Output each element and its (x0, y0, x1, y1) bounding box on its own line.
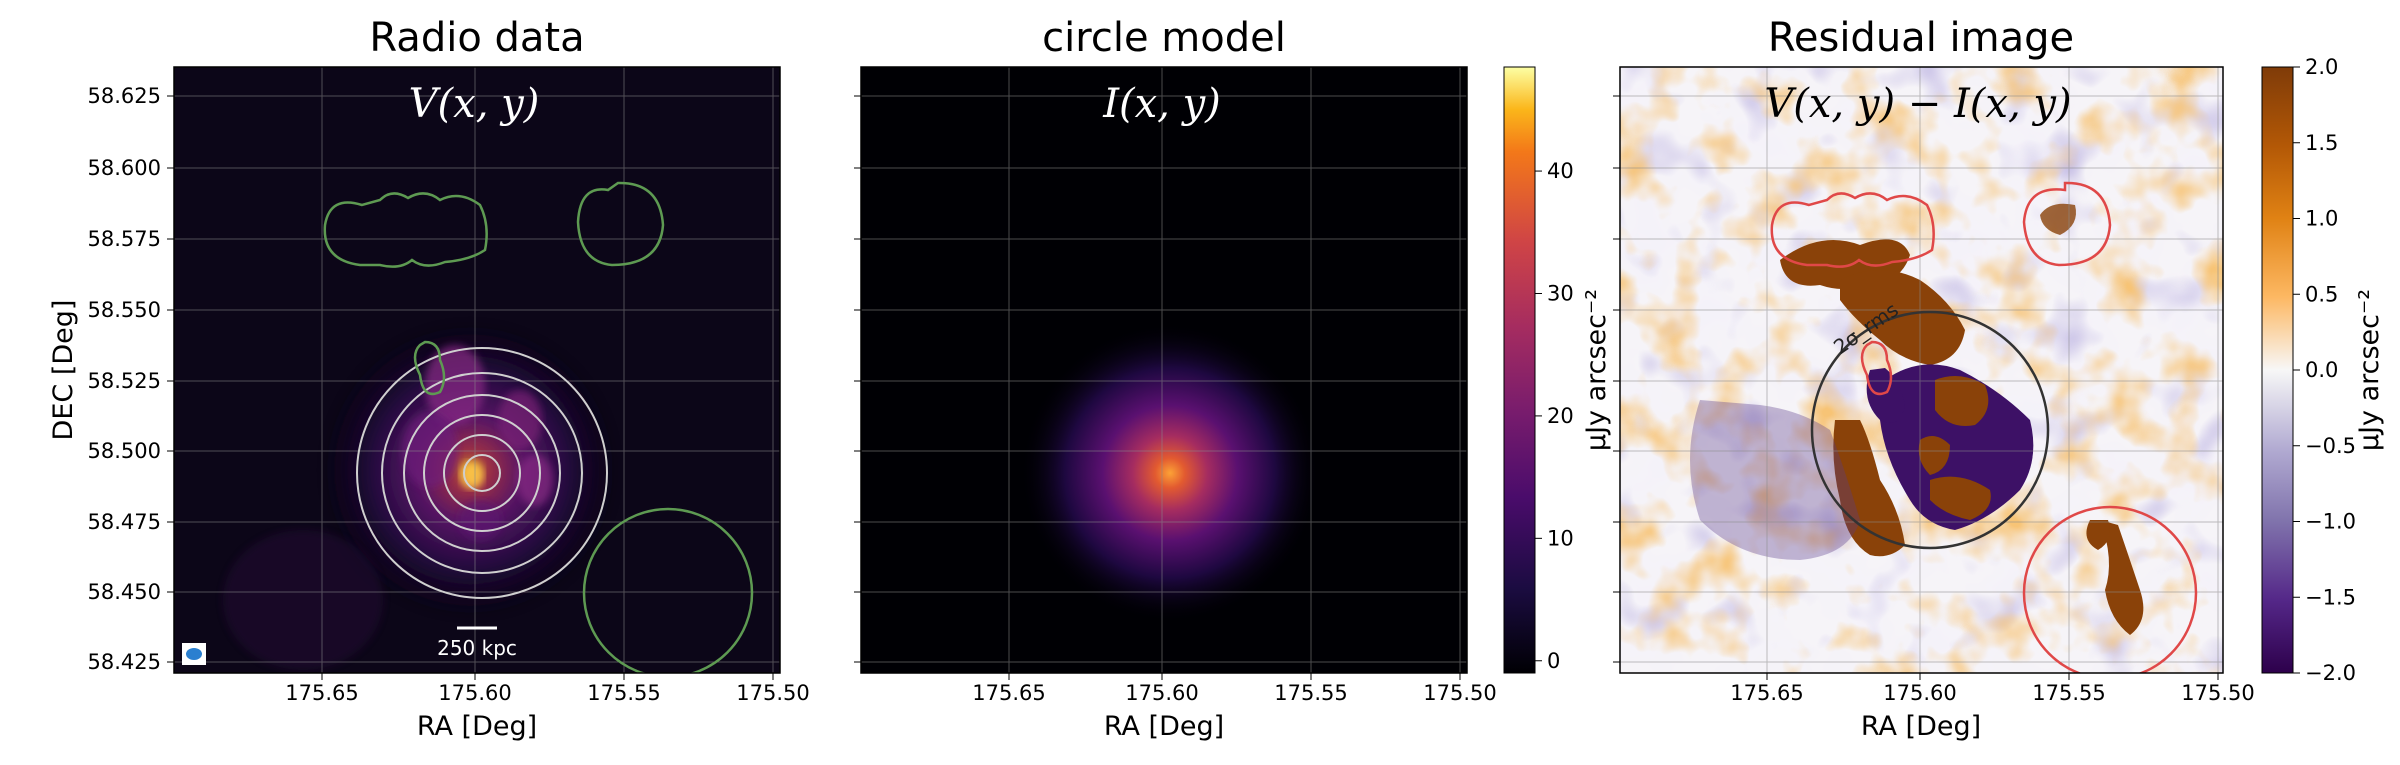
panel1-grid (174, 67, 780, 673)
svg-text:250 kpc: 250 kpc (437, 636, 517, 660)
colorbar-tick-label: 20 (1547, 404, 1574, 428)
colorbar-tick-label: −0.5 (2305, 434, 2356, 458)
panel1-image (174, 67, 780, 673)
colorbar-residual: 2.0 1.5 1.0 0.5 0.0 −0.5 −1.0 −1.5 −2.0 μJy arcs… (2261, 55, 2385, 685)
colorbar-model-gradient (1503, 66, 1536, 674)
panel1-beam (182, 643, 206, 665)
panel3-image (1620, 67, 2223, 673)
panel2-frame (860, 66, 1468, 674)
panel3-title: Residual image (1768, 15, 2074, 61)
panel3-frame (1619, 66, 2224, 674)
colorbar-tick-label: −2.0 (2305, 661, 2356, 685)
colorbar-tick-label: −1.5 (2305, 585, 2356, 609)
panel1-mask-contours (323, 181, 754, 673)
colorbar-tick-label: 0 (1547, 649, 1560, 673)
panel1-frame (173, 66, 781, 674)
panel2-yticks-marks (854, 95, 861, 663)
ytick-label: 58.550 (88, 298, 161, 322)
colorbar-tick-label: 40 (1547, 159, 1574, 183)
panel1-xlabel: RA [Deg] (417, 711, 537, 742)
xtick-label: 175.65 (1730, 681, 1803, 705)
xtick-label: 175.55 (1274, 681, 1347, 705)
colorbar-residual-ticks: 2.0 1.5 1.0 0.5 0.0 −0.5 −1.0 −1.5 −2.0 (2293, 55, 2356, 685)
panel1-ylabel: DEC [Deg] (48, 300, 79, 441)
xtick-label: 175.50 (2181, 681, 2254, 705)
panel3-grid (1620, 67, 2223, 673)
panel3-2sigma-circle (1810, 310, 2050, 550)
panel1-model-circles (356, 347, 608, 599)
panel2-xticks: 175.65 175.60 175.55 175.50 (972, 673, 1497, 705)
panel1-annotation: V(x, y) (409, 81, 540, 127)
panel-radio-data: Radio data (48, 15, 810, 742)
xtick-label: 175.50 (1423, 681, 1496, 705)
ytick-label: 58.600 (88, 156, 161, 180)
colorbar-tick-label: 0.5 (2305, 282, 2338, 306)
colorbar-residual-label: μJy arcsec⁻² (2354, 289, 2385, 451)
panel1-xticks: 175.65 175.60 175.55 175.50 (285, 673, 810, 705)
panel2-annotation: I(x, y) (1102, 81, 1221, 127)
ytick-label: 58.500 (88, 439, 161, 463)
colorbar-tick-label: −1.0 (2305, 510, 2356, 534)
colorbar-model-ticks: 0 10 20 30 40 (1535, 159, 1574, 673)
xtick-label: 175.60 (1125, 681, 1198, 705)
ytick-label: 58.450 (88, 580, 161, 604)
panel1-yticks: 58.625 58.600 58.575 58.550 58.525 58.50… (88, 84, 174, 674)
panel2-xlabel: RA [Deg] (1104, 711, 1224, 742)
ytick-label: 58.525 (88, 369, 161, 393)
colorbar-residual-gradient (2261, 66, 2294, 674)
colorbar-tick-label: 0.0 (2305, 358, 2338, 382)
colorbar-tick-label: 1.5 (2305, 131, 2338, 155)
colorbar-tick-label: 30 (1547, 281, 1574, 305)
colorbar-tick-label: 10 (1547, 526, 1574, 550)
xtick-label: 175.55 (2032, 681, 2105, 705)
xtick-label: 175.60 (1883, 681, 1956, 705)
colorbar-model: 0 10 20 30 40 μJy arcsec⁻² (1503, 66, 1612, 674)
xtick-label: 175.55 (587, 681, 660, 705)
ytick-label: 58.425 (88, 650, 161, 674)
panel3-annotation: V(x, y) − I(x, y) (1764, 81, 2071, 127)
panel3-xticks: 175.65 175.60 175.55 175.50 (1730, 673, 2255, 705)
panel-circle-model: circle model I(x, y) (854, 15, 1612, 742)
ytick-label: 58.475 (88, 510, 161, 534)
colorbar-model-label: μJy arcsec⁻² (1581, 289, 1612, 451)
ytick-label: 58.575 (88, 227, 161, 251)
panel2-grid (861, 67, 1467, 673)
xtick-label: 175.60 (438, 681, 511, 705)
ytick-label: 58.625 (88, 84, 161, 108)
panel1-scalebar: 250 kpc (437, 626, 517, 660)
panel2-title: circle model (1042, 15, 1286, 61)
panel2-image (861, 67, 1467, 673)
colorbar-tick-label: 2.0 (2305, 55, 2338, 79)
panel3-mask-contours (1770, 181, 2198, 673)
panel3-xlabel: RA [Deg] (1861, 711, 1981, 742)
xtick-label: 175.65 (972, 681, 1045, 705)
panel1-title: Radio data (369, 15, 584, 61)
panel3-yticks-marks (1613, 95, 1620, 663)
panel-residual-image: Residual image (1613, 15, 2385, 742)
xtick-label: 175.65 (285, 681, 358, 705)
colorbar-tick-label: 1.0 (2305, 207, 2338, 231)
xtick-label: 175.50 (736, 681, 809, 705)
